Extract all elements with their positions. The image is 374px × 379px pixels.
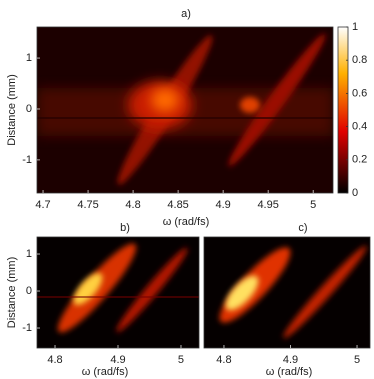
- heatmap-image: [37, 237, 199, 348]
- x-axis-label: ω (rad/fs): [266, 366, 312, 378]
- colorbar: [337, 26, 349, 194]
- plot-frame: [36, 26, 334, 194]
- colorbar-tick-label: 1: [352, 21, 358, 33]
- heatmap-image: [204, 237, 370, 348]
- y-tick-label: 1: [26, 248, 32, 260]
- x-tick-label: 5: [178, 354, 184, 366]
- x-tick-label: 4.75: [77, 199, 98, 211]
- x-tick-label: 4.9: [215, 199, 230, 211]
- plot-frame: [203, 236, 371, 349]
- x-tick-label: 4.8: [216, 354, 231, 366]
- y-tick-label: 1: [26, 52, 32, 64]
- x-tick-label: 4.8: [47, 354, 62, 366]
- colorbar-tick-label: 0.8: [352, 54, 367, 66]
- y-tick-label: 0: [26, 103, 32, 115]
- y-tick-label: 0: [26, 285, 32, 297]
- y-tick-label: -1: [22, 322, 32, 334]
- panel-title: a): [181, 8, 191, 20]
- x-tick-label: 5: [354, 354, 360, 366]
- colorbar-tick-label: 0.6: [352, 87, 367, 99]
- y-tick-label: -1: [22, 154, 32, 166]
- x-tick-label: 4.9: [283, 354, 298, 366]
- colorbar-tick-label: 0.4: [352, 121, 367, 133]
- y-axis-label: Distance (mm): [6, 257, 18, 329]
- x-axis-label: ω (rad/fs): [82, 366, 128, 378]
- panel-title: b): [120, 222, 130, 234]
- x-tick-label: 5: [310, 199, 316, 211]
- panel-title: c): [298, 222, 307, 234]
- x-tick-label: 4.8: [125, 199, 140, 211]
- x-axis-label: ω (rad/fs): [163, 216, 209, 228]
- x-tick-label: 4.7: [35, 199, 50, 211]
- heatmap-image: [37, 27, 333, 193]
- x-tick-label: 4.9: [110, 354, 125, 366]
- colorbar-tick-label: 0.2: [352, 154, 367, 166]
- y-axis-label: Distance (mm): [6, 74, 18, 146]
- colorbar-tick-label: 0: [352, 187, 358, 199]
- x-tick-label: 4.85: [167, 199, 188, 211]
- x-tick-label: 4.95: [257, 199, 278, 211]
